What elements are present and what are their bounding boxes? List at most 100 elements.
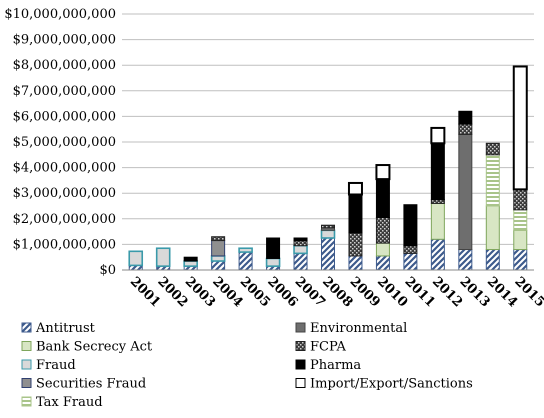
bar-segment-fcpa	[458, 123, 473, 135]
legend: Antitrust Environmental Bank Secrecy Act FC…	[21, 321, 473, 410]
bar-segment-environmental	[458, 133, 473, 251]
bar-segment-fraud	[293, 244, 308, 255]
legend-item-securities_fraud: Securities Fraud	[21, 377, 146, 392]
legend-label: Pharma	[310, 358, 361, 373]
bar-segment-fcpa	[348, 232, 363, 257]
x-tick-labels: 2001200220032004200520062007200820092010…	[127, 274, 544, 310]
y-tick-label: $5,000,000,000	[13, 135, 116, 150]
x-tick-label: 2006	[264, 274, 300, 310]
bar-segment-import_export_sanctions	[347, 181, 363, 196]
x-tick-label: 2008	[319, 274, 355, 310]
legend-label: Import/Export/Sanctions	[310, 377, 473, 392]
x-tick-label: 2001	[127, 274, 163, 310]
x-tick-label: 2007	[292, 274, 328, 310]
legend-swatch	[21, 378, 32, 388]
bar-segment-antitrust	[348, 255, 363, 271]
legend-swatch	[295, 359, 306, 370]
bar-segment-antitrust	[513, 249, 528, 271]
legend-item-fraud: Fraud	[21, 358, 76, 373]
bar-segment-fraud	[183, 260, 198, 267]
bar-segment-antitrust	[375, 255, 390, 271]
bar-segment-antitrust	[403, 252, 418, 271]
bar-segment-antitrust	[321, 237, 335, 271]
bar-segment-antitrust	[293, 252, 308, 271]
legend-item-fcpa: FCPA	[295, 340, 347, 355]
legend-swatch	[295, 378, 306, 388]
legend-item-bank_secrecy_act: Bank Secrecy Act	[21, 340, 153, 355]
bar-segment-bank_secrecy_act	[513, 229, 528, 251]
y-tick-label: $3,000,000,000	[13, 186, 116, 201]
x-tick-label: 2011	[402, 274, 438, 310]
bar-segment-securities_fraud	[211, 240, 226, 257]
x-tick-label: 2010	[374, 274, 410, 310]
y-tick-label: $0	[99, 263, 116, 278]
legend-label: Securities Fraud	[36, 377, 146, 392]
bar-segment-pharma	[293, 237, 308, 242]
x-tick-label: 2015	[511, 274, 544, 310]
bar-segment-fraud	[155, 247, 171, 267]
bar-segment-antitrust	[458, 249, 473, 271]
legend-label: Antitrust	[35, 321, 96, 336]
bar-segment-bank_secrecy_act	[375, 242, 390, 257]
legend-item-antitrust: Antitrust	[21, 321, 96, 336]
legend-label: Tax Fraud	[36, 395, 103, 410]
bar-segment-fraud	[210, 255, 226, 262]
legend-swatch	[21, 341, 32, 351]
bar-segment-pharma	[183, 256, 198, 262]
bar-segment-pharma	[430, 142, 445, 201]
legend-label: Fraud	[36, 358, 76, 373]
y-tick-label: $8,000,000,000	[13, 58, 116, 73]
x-tick-label: 2013	[457, 274, 493, 310]
bar-segment-pharma	[375, 178, 390, 219]
bar-segment-pharma	[266, 237, 281, 259]
bar-segment-fcpa	[321, 224, 335, 229]
bars	[128, 65, 528, 271]
legend-swatch	[21, 396, 32, 407]
y-tick-label: $2,000,000,000	[13, 212, 116, 227]
legend-item-tax_fraud: Tax Fraud	[21, 395, 103, 410]
y-tick-label: $6,000,000,000	[13, 109, 116, 124]
bar-segment-fraud	[238, 247, 253, 253]
legend-label: FCPA	[310, 340, 347, 355]
bar-segment-antitrust	[485, 249, 500, 271]
legend-item-import_export_sanctions: Import/Export/Sanctions	[295, 377, 473, 392]
bar-segment-fcpa	[211, 236, 226, 242]
y-tick-label: $9,000,000,000	[13, 33, 116, 48]
bar-segment-bank_secrecy_act	[430, 202, 445, 240]
bar-segment-pharma	[348, 193, 363, 234]
bar-segment-fraud	[265, 257, 281, 267]
bar-segment-pharma	[403, 204, 418, 247]
bar-segment-fcpa	[375, 217, 390, 244]
y-tick-label: $7,000,000,000	[13, 84, 116, 99]
bar-segment-tax_fraud	[485, 154, 500, 207]
x-tick-label: 2012	[429, 274, 465, 310]
gridlines	[122, 13, 534, 245]
bar-segment-fcpa	[430, 199, 445, 204]
bar-segment-import_export_sanctions	[375, 164, 391, 181]
x-tick-label: 2003	[182, 274, 218, 310]
legend-label: Environmental	[310, 321, 407, 336]
bar-segment-antitrust	[211, 260, 226, 271]
bar-segment-import_export_sanctions	[430, 126, 446, 145]
bar-segment-fraud	[128, 250, 144, 267]
legend-item-pharma: Pharma	[295, 358, 361, 373]
y-axis: $0 $1,000,000,000 $2,000,000,000 $3,000,000…	[4, 7, 116, 278]
bar-segment-import_export_sanctions	[512, 65, 528, 191]
x-tick-label: 2002	[154, 274, 190, 310]
bar-segment-antitrust	[238, 251, 253, 271]
legend-swatch	[295, 341, 306, 351]
bar-segment-antitrust	[430, 238, 445, 271]
bar-segment-fcpa	[293, 240, 308, 247]
y-tick-label: $10,000,000,000	[4, 7, 116, 22]
y-tick-label: $4,000,000,000	[13, 161, 116, 176]
x-tick-label: 2014	[484, 274, 520, 310]
bar-segment-fcpa	[485, 142, 500, 156]
x-tick-label: 2009	[347, 274, 383, 310]
bar-segment-pharma	[458, 110, 473, 125]
legend-swatch	[21, 322, 32, 333]
legend-swatch	[21, 359, 32, 370]
legend-item-environmental: Environmental	[295, 321, 407, 336]
bar-segment-fraud	[320, 229, 336, 239]
legend-label: Bank Secrecy Act	[36, 340, 153, 355]
